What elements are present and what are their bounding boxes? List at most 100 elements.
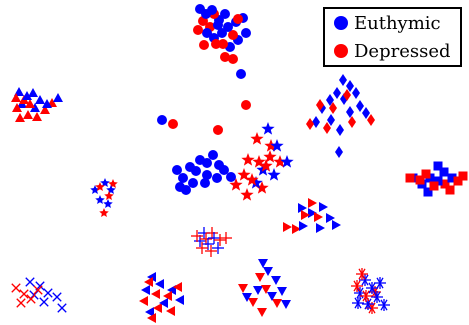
point-euthymic-circle: [175, 182, 185, 192]
point-euthymic-circle: [213, 20, 223, 30]
point-euthymic-triangle-left: [145, 307, 154, 317]
point-euthymic-triangle-up: [14, 87, 24, 96]
point-depressed-triangle-right: [314, 212, 323, 222]
point-depressed-diamond: [367, 114, 375, 126]
point-euthymic-circle: [157, 115, 167, 125]
point-depressed-triangle-left: [139, 296, 148, 306]
point-depressed-square: [440, 179, 450, 189]
point-depressed-plus: [214, 234, 226, 246]
point-depressed-triangle-up: [25, 99, 35, 108]
point-euthymic-triangle-up: [35, 95, 45, 104]
point-depressed-triangle-down: [248, 298, 258, 307]
point-euthymic-circle: [207, 5, 217, 15]
point-depressed-triangle-left: [166, 306, 175, 316]
point-euthymic-diamond: [333, 87, 341, 99]
point-euthymic-circle: [236, 69, 246, 79]
point-depressed-pentagram: [95, 182, 105, 192]
point-euthymic-triangle-left: [155, 279, 164, 289]
point-depressed-triangle-down: [238, 284, 248, 293]
legend: Euthymic Depressed: [323, 7, 462, 67]
point-euthymic-triangle-left: [167, 285, 176, 295]
point-euthymic-plus: [208, 232, 220, 244]
point-euthymic-triangle-down: [277, 287, 287, 296]
point-euthymic-circle: [200, 178, 210, 188]
point-euthymic-pentagram: [106, 185, 116, 195]
point-depressed-star: [245, 173, 259, 186]
point-depressed-star: [259, 159, 273, 172]
point-depressed-triangle-down: [255, 273, 265, 282]
point-depressed-star: [263, 150, 277, 163]
point-euthymic-triangle-up: [42, 99, 52, 108]
point-euthymic-diamond: [362, 107, 370, 119]
point-depressed-circle: [168, 119, 178, 129]
point-depressed-plus: [206, 227, 218, 239]
point-euthymic-square: [433, 161, 443, 171]
point-euthymic-triangle-right: [332, 220, 341, 230]
point-depressed-star: [273, 155, 287, 168]
point-euthymic-x: [52, 292, 62, 302]
point-depressed-plus: [220, 232, 232, 244]
point-euthymic-pentagram: [100, 178, 110, 188]
point-depressed-square: [429, 181, 439, 191]
point-euthymic-square: [439, 167, 449, 177]
point-euthymic-x: [39, 297, 49, 307]
point-euthymic-triangle-down: [242, 293, 252, 302]
legend-marker-euthymic: [334, 16, 348, 30]
point-euthymic-x: [25, 277, 35, 287]
point-depressed-diamond: [323, 122, 331, 134]
point-depressed-plus: [200, 233, 212, 245]
legend-box: [323, 7, 462, 67]
point-euthymic-triangle-right: [298, 203, 307, 213]
point-euthymic-triangle-left: [175, 295, 184, 305]
point-euthymic-circle: [241, 28, 251, 38]
point-depressed-pentagram: [108, 179, 118, 189]
point-depressed-triangle-up: [15, 113, 25, 122]
point-euthymic-triangle-up: [22, 91, 32, 100]
point-depressed-triangle-down: [261, 285, 271, 294]
point-depressed-square: [405, 173, 415, 183]
point-depressed-diamond: [329, 102, 337, 114]
point-depressed-diamond: [306, 118, 314, 130]
point-euthymic-x: [29, 290, 39, 300]
point-euthymic-star: [249, 176, 263, 189]
point-depressed-asterisk: [351, 280, 363, 292]
point-euthymic-triangle-down: [253, 286, 263, 295]
point-depressed-x: [19, 289, 29, 299]
point-depressed-square: [458, 171, 468, 181]
point-euthymic-star: [270, 139, 284, 152]
point-depressed-triangle-right: [292, 224, 301, 234]
point-euthymic-diamond: [352, 87, 360, 99]
point-euthymic-triangle-right: [316, 223, 325, 233]
point-euthymic-pentagram: [95, 195, 105, 205]
point-euthymic-circle: [219, 165, 229, 175]
point-euthymic-triangle-left: [147, 272, 156, 282]
point-depressed-circle: [228, 54, 238, 64]
point-euthymic-diamond: [346, 106, 354, 118]
point-depressed-square: [421, 169, 431, 179]
point-depressed-x: [11, 283, 21, 293]
point-euthymic-plus: [194, 235, 206, 247]
point-depressed-triangle-left: [153, 303, 162, 313]
point-euthymic-triangle-down: [267, 292, 277, 301]
legend-label-euthymic: Euthymic: [354, 13, 441, 34]
point-euthymic-asterisk: [366, 282, 378, 294]
data-points: [11, 4, 468, 323]
point-euthymic-triangle-down: [271, 276, 281, 285]
point-depressed-x: [33, 285, 43, 295]
point-euthymic-triangle-right: [299, 221, 308, 231]
point-depressed-circle: [193, 25, 203, 35]
point-euthymic-star: [267, 168, 281, 181]
point-depressed-plus: [205, 245, 217, 257]
point-euthymic-triangle-left: [141, 285, 150, 295]
point-euthymic-triangle-right: [326, 213, 335, 223]
point-depressed-x: [26, 294, 36, 304]
point-depressed-x: [16, 298, 26, 308]
point-depressed-triangle-left: [151, 289, 160, 299]
point-euthymic-circle: [212, 173, 222, 183]
point-euthymic-triangle-up: [30, 103, 40, 112]
point-depressed-circle: [199, 40, 209, 50]
point-depressed-asterisk: [360, 290, 372, 302]
point-euthymic-triangle-up: [53, 93, 63, 102]
point-euthymic-circle: [191, 166, 201, 176]
